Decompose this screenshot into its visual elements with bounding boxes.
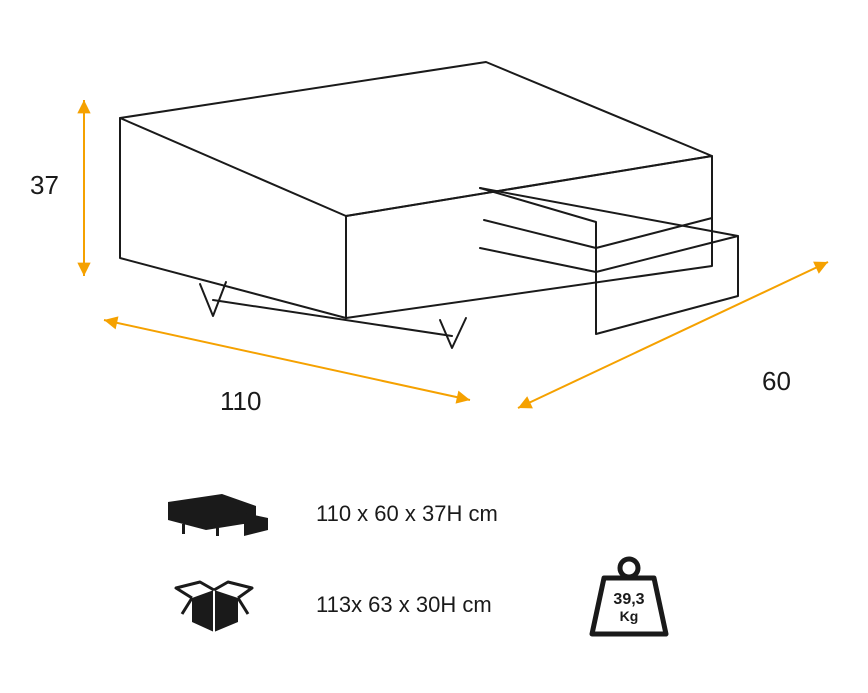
package-size-text: 113x 63 x 30H cm: [316, 592, 492, 618]
height-label: 37: [30, 170, 59, 201]
weight-value: 39,3: [586, 592, 672, 609]
width-label: 110: [220, 386, 261, 417]
open-box-icon: [172, 574, 256, 636]
depth-label: 60: [762, 366, 791, 397]
weight-badge: 39,3 Kg: [586, 556, 672, 638]
spec-row-package: 113x 63 x 30H cm: [172, 574, 492, 636]
dimension-arrows: [84, 100, 828, 408]
width-arrow: [104, 320, 470, 400]
product-size-text: 110 x 60 x 37H cm: [316, 501, 498, 527]
cabinet-outline: [120, 62, 738, 348]
diagram-canvas: 37 110 60 110 x 60 x 37H cm: [0, 0, 868, 693]
spec-row-product: 110 x 60 x 37H cm: [160, 490, 498, 538]
product-silhouette-icon: [160, 490, 272, 538]
weight-unit: Kg: [586, 609, 672, 624]
